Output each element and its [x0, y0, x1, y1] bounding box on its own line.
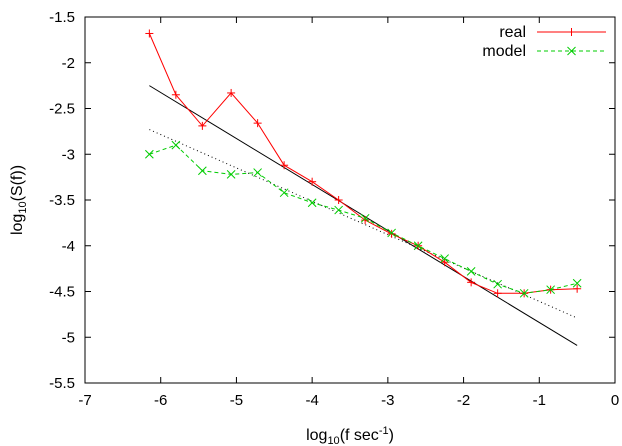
legend-marker-model: [567, 46, 576, 56]
data-point-model: [360, 213, 370, 223]
data-point-model: [493, 279, 502, 289]
x-tick-label: -3: [381, 392, 394, 409]
legend-marker-real: [567, 28, 576, 36]
y-axis-label: log10(S(f)): [9, 165, 29, 235]
series-layer: [145, 29, 582, 298]
fit-line-solid: [149, 85, 578, 346]
legend-marker-model: [567, 46, 576, 56]
plot-frame: [84, 16, 616, 384]
data-point-model: [519, 288, 529, 298]
data-point-model: [546, 285, 555, 295]
ticks: [84, 16, 616, 384]
y-tick-label: -5.5: [49, 375, 75, 392]
x-tick-label: -6: [154, 392, 167, 409]
data-point-model: [145, 149, 154, 159]
data-point-model: [572, 278, 582, 288]
y-tick-label: -4: [62, 238, 75, 255]
series-line-real: [148, 33, 578, 294]
data-point-model: [253, 168, 262, 177]
data-point-model: [413, 241, 423, 251]
tick-labels: -7 -6 -5 -4 -3 -2 -1 0 -1.5 -2 -2.5 -3 -3.5 -4 -4.5 -5 -…: [49, 9, 619, 409]
y-tick-label: -3: [62, 146, 75, 163]
x-tick-label: 0: [611, 392, 619, 409]
data-point-model: [387, 228, 396, 238]
y-tick-label: -5: [62, 329, 75, 346]
legend-label-model: model: [482, 43, 526, 60]
y-tick-label: -3.5: [49, 192, 75, 209]
legend: real model: [482, 24, 606, 60]
y-tick-label: -2.5: [49, 101, 75, 118]
y-tick-label: -2: [62, 55, 75, 72]
data-point-model: [198, 166, 207, 176]
data-point-model: [279, 188, 289, 198]
fit-line-dotted: [149, 129, 578, 319]
y-tick-label: -1.5: [49, 9, 75, 26]
data-point-model: [334, 205, 343, 215]
legend-label-real: real: [499, 24, 526, 41]
data-point-model: [226, 170, 236, 179]
data-point-model: [466, 267, 476, 276]
x-tick-label: -2: [457, 392, 470, 409]
data-point-model: [171, 140, 181, 150]
data-point-model: [307, 198, 317, 208]
x-tick-label: -5: [230, 392, 243, 409]
series-real: [145, 29, 582, 298]
x-tick-label: -7: [78, 392, 91, 409]
x-tick-label: -4: [305, 392, 318, 409]
x-tick-label: -1: [533, 392, 546, 409]
fit-lines: [149, 85, 578, 346]
data-point-model: [440, 254, 449, 263]
x-axis-label: log10(f sec-1): [306, 425, 394, 446]
series-model: [145, 140, 582, 298]
y-tick-label: -4.5: [49, 284, 75, 301]
